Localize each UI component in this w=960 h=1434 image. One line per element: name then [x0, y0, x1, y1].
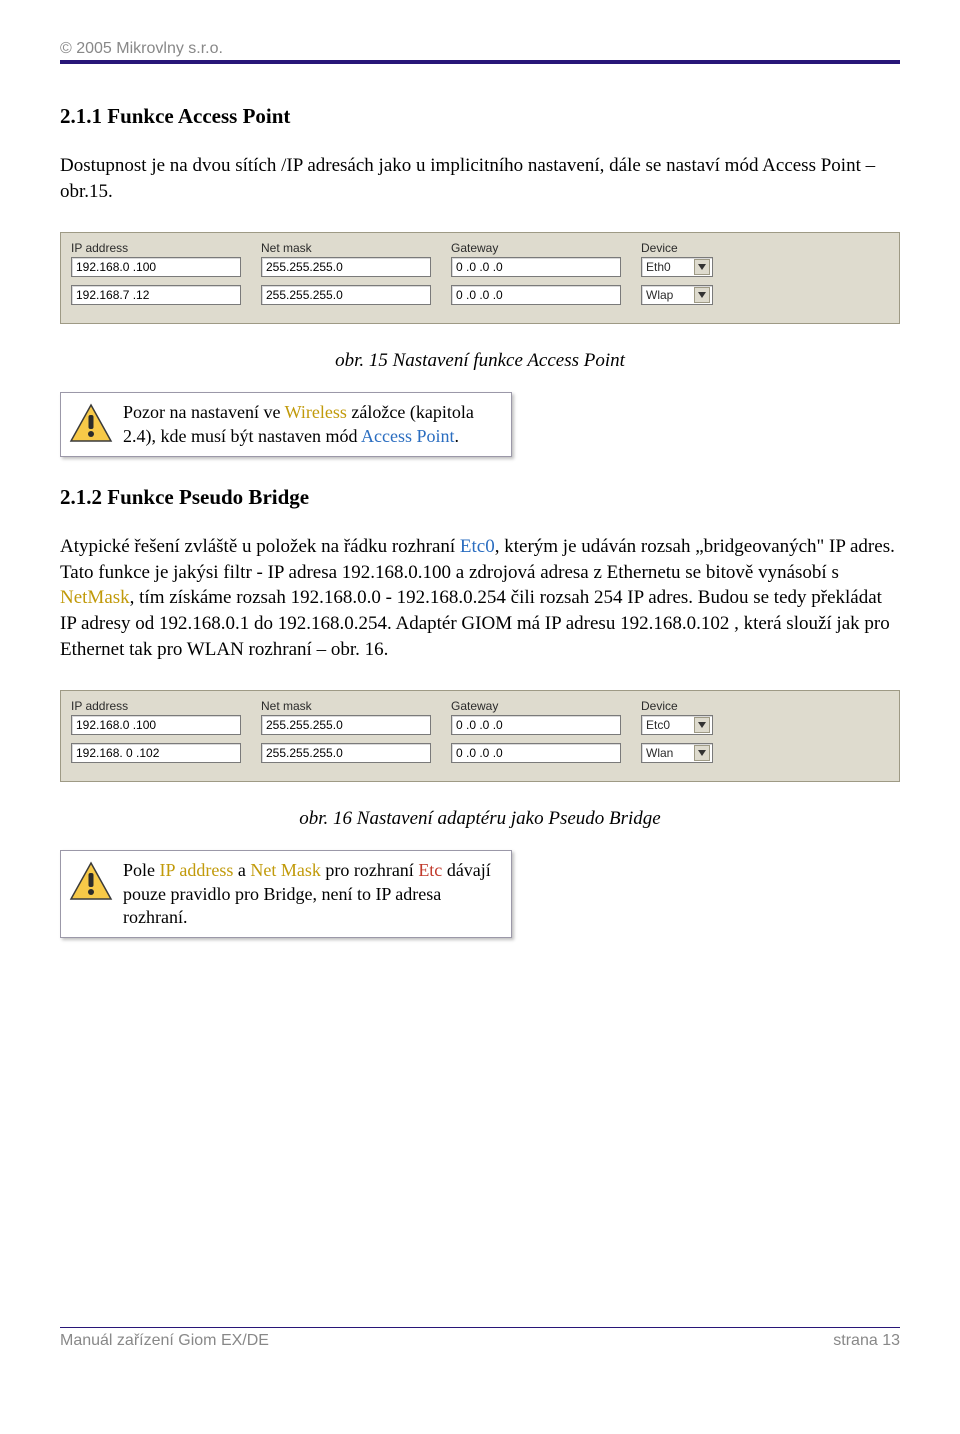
warning-icon: [69, 861, 113, 903]
device-select-value: Wlan: [646, 746, 673, 760]
gw-input-r0[interactable]: [451, 257, 621, 277]
gw-input-r1[interactable]: [451, 743, 621, 763]
txt-netmask: Net Mask: [250, 860, 321, 880]
gw-input-r1[interactable]: [451, 285, 621, 305]
ip-input-r0[interactable]: [71, 257, 241, 277]
txt: , tím získáme rozsah 192.168.0.0 - 192.1…: [60, 587, 890, 659]
label-dev: Device: [641, 699, 713, 713]
panel-edge: [723, 699, 725, 735]
heading-2-1-1: 2.1.1 Funkce Access Point: [60, 104, 900, 129]
panel-edge: [723, 285, 725, 305]
page-footer: Manuál zařízení Giom EX/DE strana 13: [60, 1327, 900, 1350]
ip-input-r0[interactable]: [71, 715, 241, 735]
device-select-r0[interactable]: Eth0: [641, 257, 713, 277]
label-gw: Gateway: [451, 241, 631, 255]
mask-input-r1[interactable]: [261, 285, 431, 305]
caption-fig15: obr. 15 Nastavení funkce Access Point: [60, 350, 900, 372]
mask-input-r0[interactable]: [261, 715, 431, 735]
txt-wireless: Wireless: [285, 402, 347, 422]
device-select-r0[interactable]: Etc0: [641, 715, 713, 735]
ip-input-r1[interactable]: [71, 743, 241, 763]
txt-accesspoint: Access Point: [361, 426, 455, 446]
header-rule: [60, 60, 900, 64]
txt: .: [454, 426, 459, 446]
label-ip: IP address: [71, 241, 251, 255]
chevron-down-icon: [694, 745, 710, 761]
ip-config-panel-2: IP address Net mask Gateway Device Etc0 …: [60, 690, 900, 782]
para-2-1-2: Atypické řešení zvláště u položek na řád…: [60, 534, 900, 662]
device-select-r1[interactable]: Wlap: [641, 285, 713, 305]
heading-2-1-2: 2.1.2 Funkce Pseudo Bridge: [60, 485, 900, 510]
warning-callout-1: Pozor na nastavení ve Wireless záložce (…: [60, 392, 512, 457]
footer-right: strana 13: [833, 1332, 900, 1350]
chevron-down-icon: [694, 717, 710, 733]
warning-icon: [69, 403, 113, 445]
label-dev: Device: [641, 241, 713, 255]
ip-config-panel-1: IP address Net mask Gateway Device Eth0 …: [60, 232, 900, 324]
caption-fig16: obr. 16 Nastavení adaptéru jako Pseudo B…: [60, 808, 900, 830]
callout-text-2: Pole IP address a Net Mask pro rozhraní …: [123, 859, 499, 929]
txt-etc0: Etc0: [460, 536, 495, 557]
mask-input-r0[interactable]: [261, 257, 431, 277]
device-select-r1[interactable]: Wlan: [641, 743, 713, 763]
ip-input-r1[interactable]: [71, 285, 241, 305]
para-2-1-1: Dostupnost je na dvou sítích /IP adresác…: [60, 153, 900, 204]
warning-callout-2: Pole IP address a Net Mask pro rozhraní …: [60, 850, 512, 938]
panel-edge: [723, 743, 725, 763]
chevron-down-icon: [694, 287, 710, 303]
label-gw: Gateway: [451, 699, 631, 713]
label-mask: Net mask: [261, 241, 441, 255]
device-select-value: Eth0: [646, 260, 671, 274]
device-select-value: Wlap: [646, 288, 673, 302]
chevron-down-icon: [694, 259, 710, 275]
txt: Atypické řešení zvláště u položek na řád…: [60, 536, 460, 557]
txt: pro rozhraní: [321, 860, 418, 880]
footer-left: Manuál zařízení Giom EX/DE: [60, 1332, 269, 1350]
label-mask: Net mask: [261, 699, 441, 713]
mask-input-r1[interactable]: [261, 743, 431, 763]
copyright: © 2005 Mikrovlny s.r.o.: [60, 40, 900, 58]
txt: Pole: [123, 860, 160, 880]
callout-text-1: Pozor na nastavení ve Wireless záložce (…: [123, 401, 499, 448]
txt: Pozor na nastavení ve: [123, 402, 285, 422]
label-ip: IP address: [71, 699, 251, 713]
txt: a: [233, 860, 250, 880]
txt-ipaddress: IP address: [160, 860, 234, 880]
gw-input-r0[interactable]: [451, 715, 621, 735]
device-select-value: Etc0: [646, 718, 670, 732]
panel-edge: [723, 241, 725, 277]
txt-etc: Etc: [418, 860, 442, 880]
txt-netmask: NetMask: [60, 587, 130, 608]
